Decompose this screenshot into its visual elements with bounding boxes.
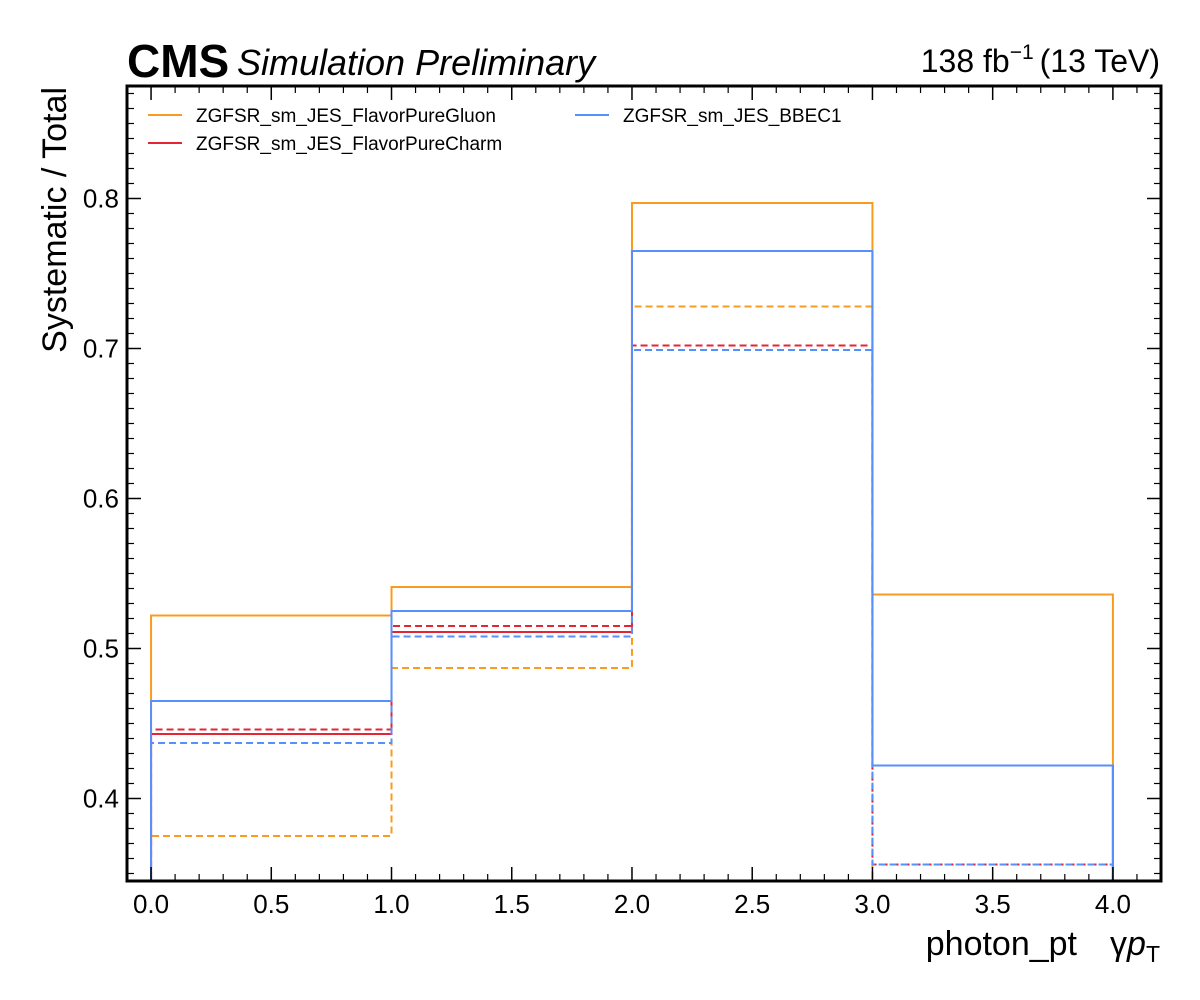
plot-frame	[125, 84, 1163, 883]
legend-label-1: ZGFSR_sm_JES_FlavorPureCharm	[196, 134, 502, 155]
x-tick-label: 0.0	[133, 889, 169, 919]
x-axis-p: p	[1126, 925, 1146, 963]
y-tick-label: 0.6	[83, 484, 119, 514]
y-tick-label: 0.5	[83, 634, 119, 664]
energy-label: (13 TeV)	[1040, 43, 1160, 79]
series-layer	[150, 202, 1114, 881]
x-tick-label: 1.0	[373, 889, 409, 919]
x-tick-label: 3.0	[854, 889, 890, 919]
x-tick-label: 2.5	[734, 889, 770, 919]
y-tick-label: 0.7	[83, 334, 119, 364]
y-tick-label: 0.8	[83, 184, 119, 214]
legend-label-2: ZGFSR_sm_JES_BBEC1	[623, 106, 842, 127]
x-axis-title: photon_pt γpT	[926, 925, 1160, 967]
x-tick-label: 0.5	[253, 889, 289, 919]
y-axis-title: Systematic / Total	[36, 87, 74, 353]
y-tick-label: 0.4	[83, 784, 119, 814]
legend: ZGFSR_sm_JES_FlavorPureGluon ZGFSR_sm_JES…	[148, 106, 842, 155]
legend-label-0: ZGFSR_sm_JES_FlavorPureGluon	[196, 106, 496, 127]
x-axis-title-main: photon_pt	[926, 925, 1078, 963]
experiment-label: CMS	[127, 35, 229, 87]
x-tick-label: 4.0	[1095, 889, 1131, 919]
series-up-line-2	[150, 250, 1114, 881]
series-down-line-2	[150, 349, 1114, 881]
x-tick-label: 1.5	[494, 889, 530, 919]
luminosity-label: 138 fb−1 (13 TeV)	[921, 41, 1160, 79]
x-tick-label: 2.0	[614, 889, 650, 919]
lumi-value: 138 fb	[921, 43, 1010, 79]
lumi-exponent: −1	[1010, 41, 1034, 64]
x-tick-label: 3.5	[975, 889, 1011, 919]
status-label: Simulation Preliminary	[237, 42, 597, 83]
x-axis-subscript: T	[1146, 941, 1160, 967]
x-axis-gamma: γ	[1110, 925, 1127, 963]
axis-ticks: 0.0 0.5 1.0 1.5 2.0 2.5 3.0 3.5 4.0 0.4 0.5 0.6 0.7 0…	[83, 86, 1162, 919]
